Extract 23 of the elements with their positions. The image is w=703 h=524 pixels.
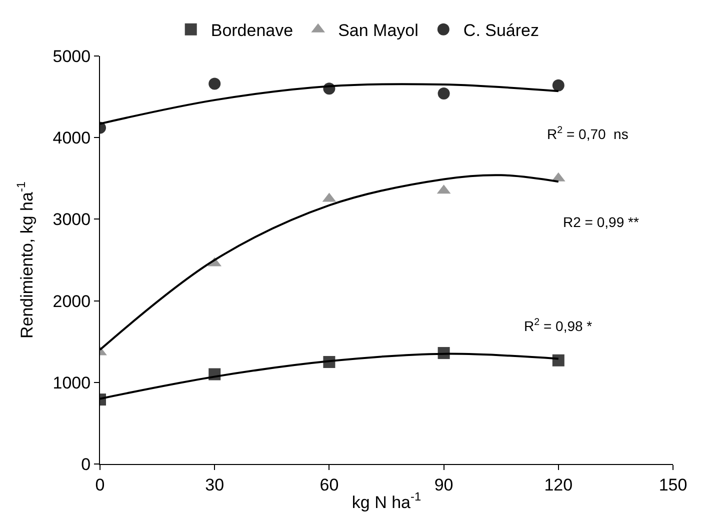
point — [552, 79, 564, 92]
y-tick-label: 5000 — [52, 46, 91, 66]
x-axis-title: kg N ha$^{-1}$ — [352, 490, 422, 512]
y-tick-label: 3000 — [52, 210, 91, 230]
point — [552, 354, 564, 366]
y-tick-label: 1000 — [52, 373, 91, 392]
x-tick-label: 60 — [320, 475, 339, 494]
annotation: R2 = 0,99 ** — [563, 214, 640, 230]
annotation: R$^{2}$ = 0,70 ns — [547, 125, 628, 142]
y-tick-label: 4000 — [52, 128, 91, 148]
legend-label: C. Suárez — [463, 21, 540, 40]
legend-label: Bordenave — [210, 21, 294, 40]
point — [438, 88, 450, 100]
annotation: R$^{2}$ = 0,98 * — [524, 317, 593, 334]
point — [208, 78, 221, 90]
y-tick-label: 2000 — [52, 292, 91, 311]
legend-label: San Mayol — [338, 21, 418, 40]
x-tick-label: 120 — [544, 475, 573, 494]
y-tick-label: 0 — [81, 454, 91, 474]
x-tick-label: 0 — [95, 475, 105, 494]
x-tick-label: 150 — [658, 475, 688, 494]
x-tick-label: 30 — [205, 475, 224, 494]
x-tick-label: 90 — [434, 475, 454, 494]
